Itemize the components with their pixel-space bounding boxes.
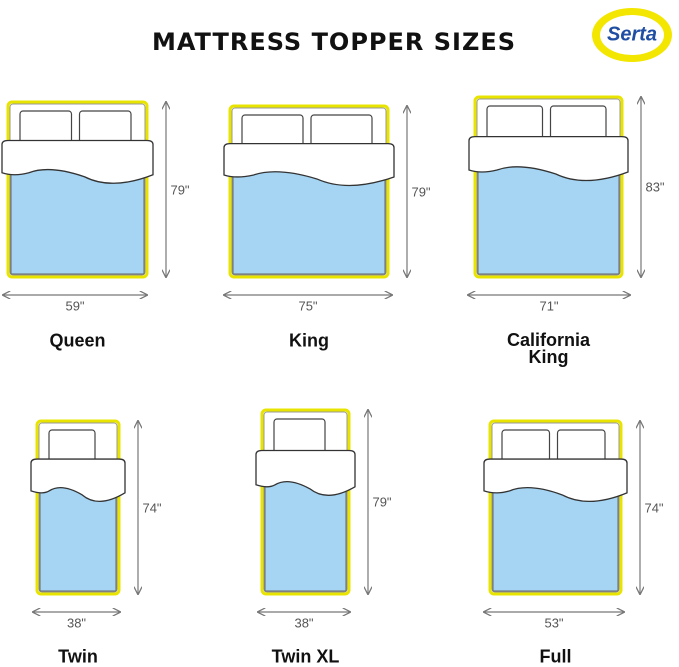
size-name: Full <box>539 646 572 667</box>
blanket <box>223 142 395 187</box>
length-label: 83" <box>645 179 665 195</box>
width-label: 53" <box>544 615 564 631</box>
logo-text: Serta <box>606 23 658 46</box>
width-label: 75" <box>298 298 318 314</box>
title: MATTRESS TOPPER SIZES <box>151 28 517 56</box>
length-label: 79" <box>372 494 392 510</box>
length-label: 79" <box>170 182 190 197</box>
width-label: 38" <box>66 615 87 631</box>
mattress <box>477 165 620 275</box>
length-label: 74" <box>142 500 162 515</box>
mattress <box>39 486 117 592</box>
size-name: Queen <box>49 330 106 351</box>
size-name: Twin <box>58 646 98 667</box>
mattress <box>264 480 347 592</box>
blanket <box>468 135 629 182</box>
mattress <box>10 168 145 275</box>
logo <box>592 8 672 62</box>
mattress <box>232 170 386 275</box>
length-label: 74" <box>644 500 664 515</box>
width-label: 38" <box>294 615 314 631</box>
size-name: Twin XL <box>271 646 340 667</box>
size-name: California King <box>506 330 590 367</box>
blanket <box>30 458 126 502</box>
blanket <box>255 449 356 496</box>
length-label: 79" <box>411 184 431 199</box>
mattress <box>492 486 619 592</box>
blanket <box>483 458 628 503</box>
logo-inner <box>600 15 664 55</box>
width-label: 71" <box>539 298 559 314</box>
size-name: King <box>289 330 329 351</box>
blanket <box>1 139 154 184</box>
width-label: 59" <box>65 298 85 314</box>
